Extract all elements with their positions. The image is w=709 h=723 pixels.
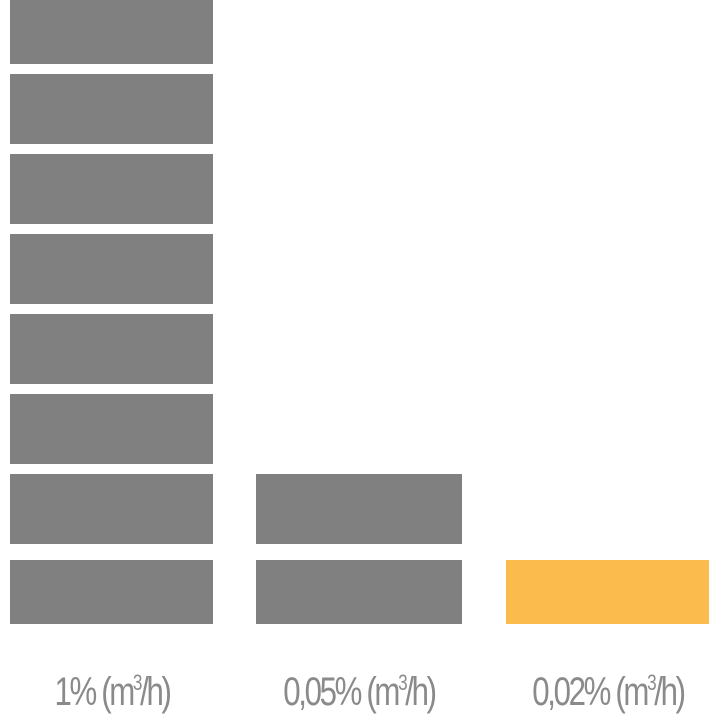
bar-block (10, 474, 213, 544)
bar-block (10, 234, 213, 304)
category-label: 0,05% (m3/h) (283, 670, 437, 714)
bar-block (10, 154, 213, 224)
bar-block (256, 474, 462, 544)
bar-block (10, 74, 213, 144)
category-label: 1% (m3/h) (54, 670, 171, 714)
category-label: 0,02% (m3/h) (532, 670, 686, 714)
bar-1 (10, 0, 213, 624)
bar-2 (256, 474, 462, 624)
bar-block (10, 314, 213, 384)
bar-block (256, 560, 462, 624)
bar-block (10, 0, 213, 64)
bar-block (10, 394, 213, 464)
bar-block (506, 560, 709, 624)
bar-3 (506, 560, 709, 624)
bar-block (10, 560, 213, 624)
